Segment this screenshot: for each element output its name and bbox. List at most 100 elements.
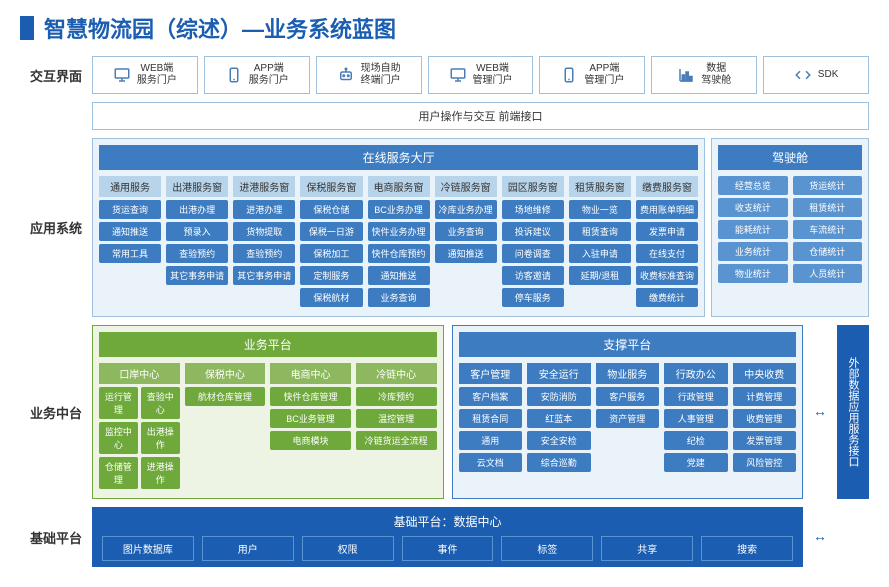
panel-title: 业务平台: [99, 332, 437, 357]
panel-title: 基础平台：数据中心: [102, 513, 793, 530]
support-item: 客户服务: [596, 387, 660, 406]
interface-box: WEB端服务门户: [92, 56, 198, 94]
service-item: 租赁查询: [569, 222, 631, 241]
support-column: 安全运行安防消防红蓝本安全安检综合巡勤: [527, 363, 591, 475]
col-header: 电商服务窗: [368, 176, 430, 197]
service-item: 停车服务: [502, 288, 564, 307]
col-header: 进港服务窗: [233, 176, 295, 197]
interface-box: SDK: [763, 56, 869, 94]
col-header: 冷链中心: [356, 363, 437, 384]
support-item: 租赁合同: [459, 409, 523, 428]
cockpit-item: 经营总览: [718, 176, 787, 195]
service-column: 保税服务窗保税仓储保税一日游保税加工定制服务保税航材: [300, 176, 362, 310]
row-base: 基础平台 基础平台：数据中心 图片数据库用户权限事件标签共享搜索: [20, 507, 869, 567]
service-item: 常用工具: [99, 244, 161, 263]
banner-frontend: 用户操作与交互 前端接口: [92, 102, 869, 130]
page-title: 智慧物流园（综述）—业务系统蓝图: [20, 12, 869, 44]
title-accent: [20, 16, 34, 40]
service-item: 通知推送: [99, 222, 161, 241]
base-item: 权限: [302, 536, 394, 561]
biz-item: 电商模块: [270, 431, 351, 450]
col-header: 电商中心: [270, 363, 351, 384]
service-column: 租赁服务窗物业一览租赁查询入驻申请延期/退租: [569, 176, 631, 310]
service-item: 业务查询: [435, 222, 497, 241]
service-item: 查验预约: [166, 244, 228, 263]
support-item: 资产管理: [596, 409, 660, 428]
service-item: 保税仓储: [300, 200, 362, 219]
biz-column: 电商中心快件仓库管理 BC业务管理电商模块: [270, 363, 351, 492]
service-item: 投诉建议: [502, 222, 564, 241]
service-item: 保税一日游: [300, 222, 362, 241]
code-icon: [794, 66, 812, 84]
service-item: 保税加工: [300, 244, 362, 263]
cockpit-item: 人员统计: [793, 264, 862, 283]
base-item: 图片数据库: [102, 536, 194, 561]
row-application: 应用系统 在线服务大厅 通用服务货运查询通知推送常用工具出港服务窗出港办理预录入…: [20, 138, 869, 317]
robot-icon: [337, 66, 355, 84]
support-item: 风险管控: [733, 453, 797, 472]
service-item: 定制服务: [300, 266, 362, 285]
support-item: 安全安检: [527, 431, 591, 450]
interface-label: APP端管理门户: [584, 63, 624, 87]
base-item: 用户: [202, 536, 294, 561]
support-item: 计费管理: [733, 387, 797, 406]
service-item: 冷库业务办理: [435, 200, 497, 219]
base-item: 搜索: [701, 536, 793, 561]
col-header: 出港服务窗: [166, 176, 228, 197]
support-item: 纪检: [664, 431, 728, 450]
support-item: 安防消防: [527, 387, 591, 406]
interface-box: 现场自助终端门户: [316, 56, 422, 94]
biz-item: 运行管理: [99, 387, 138, 419]
service-item: 通知推送: [435, 244, 497, 263]
row-label: 业务中台: [20, 403, 92, 422]
support-item: 发票管理: [733, 431, 797, 450]
support-item: 综合巡勤: [527, 453, 591, 472]
row-label: 交互界面: [20, 56, 92, 94]
service-item: 发票申请: [636, 222, 698, 241]
biz-item: 温控管理: [356, 409, 437, 428]
service-item: 物业一览: [569, 200, 631, 219]
biz-column: 口岸中心运行管理监控中心仓储管理查验中心出港操作进港操作: [99, 363, 180, 492]
interface-label: 数据驾驶舱: [701, 63, 731, 87]
panel-title: 驾驶舱: [718, 145, 862, 170]
phone-icon: [560, 66, 578, 84]
service-item: 快件仓库预约: [368, 244, 430, 263]
phone-icon: [225, 66, 243, 84]
support-item: 党建: [664, 453, 728, 472]
biz-item: 快件仓库管理: [270, 387, 351, 406]
service-column: 出港服务窗出港办理预录入查验预约其它事务申请: [166, 176, 228, 310]
biz-item: 查验中心: [141, 387, 180, 419]
service-column: 进港服务窗进港办理货物提取查验预约其它事务申请: [233, 176, 295, 310]
biz-item: 进港操作: [141, 457, 180, 489]
biz-item: BC业务管理: [270, 409, 351, 428]
service-item: 费用账单明细: [636, 200, 698, 219]
support-column: 物业服务客户服务资产管理: [596, 363, 660, 475]
support-item: 客户档案: [459, 387, 523, 406]
biz-column: 冷链中心冷库预约温控管理冷链货运全流程: [356, 363, 437, 492]
biz-column: 保税中心航材仓库管理: [185, 363, 266, 492]
biz-item: 仓储管理: [99, 457, 138, 489]
panel-title: 在线服务大厅: [99, 145, 698, 170]
service-item: 延期/退租: [569, 266, 631, 285]
col-header: 租赁服务窗: [569, 176, 631, 197]
service-item: 其它事务申请: [166, 266, 228, 285]
service-item: 场地维修: [502, 200, 564, 219]
interface-label: WEB端管理门户: [473, 63, 513, 87]
external-interface-label: 外部数据应用服务接口: [837, 325, 869, 499]
service-item: 货运查询: [99, 200, 161, 219]
base-platform: 基础平台：数据中心 图片数据库用户权限事件标签共享搜索: [92, 507, 803, 567]
col-header: 客户管理: [459, 363, 523, 384]
cockpit-item: 车流统计: [793, 220, 862, 239]
row-interface: 交互界面 WEB端服务门户APP端服务门户现场自助终端门户WEB端管理门户APP…: [20, 56, 869, 94]
col-header: 中央收费: [733, 363, 797, 384]
interface-box: 数据驾驶舱: [651, 56, 757, 94]
cockpit-column: 经营总览收支统计能耗统计业务统计物业统计: [718, 176, 787, 286]
arrow-icon: [811, 507, 829, 567]
monitor-icon: [449, 66, 467, 84]
cockpit-item: 能耗统计: [718, 220, 787, 239]
service-item: 缴费统计: [636, 288, 698, 307]
service-column: 缴费服务窗费用账单明细发票申请在线支付收费标准查询缴费统计: [636, 176, 698, 310]
service-item: 访客邀请: [502, 266, 564, 285]
service-column: 电商服务窗BC业务办理快件业务办理快件仓库预约通知推送业务查询: [368, 176, 430, 310]
service-column: 通用服务货运查询通知推送常用工具: [99, 176, 161, 310]
